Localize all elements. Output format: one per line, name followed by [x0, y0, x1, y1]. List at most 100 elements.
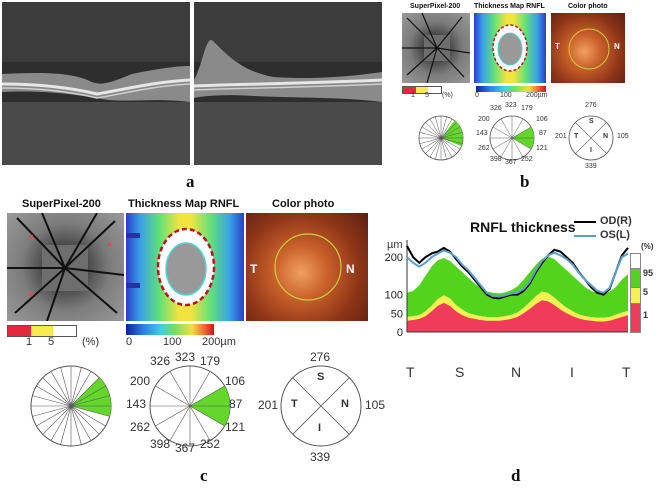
- wheel-spoke: [421, 126, 442, 139]
- c-clock-143: 143: [126, 397, 147, 411]
- series-line-os: [406, 249, 629, 298]
- wheel-spoke: [440, 132, 463, 139]
- c-thickness-map: [126, 213, 244, 321]
- b-percentile-legend: [402, 86, 442, 94]
- d-band-label-1: 1: [643, 310, 649, 320]
- c-clock-106: 106: [225, 374, 246, 388]
- b-fundus-T: T: [555, 42, 560, 51]
- wheel-spoke: [42, 377, 72, 407]
- rnfl-thickness-chart: 0 50 100 200: [385, 240, 629, 339]
- b-clock-121: 121: [536, 145, 548, 152]
- wheel-spoke: [419, 132, 442, 139]
- b-scale-0: 0: [475, 92, 479, 99]
- b-quad-N-value: 105: [617, 133, 629, 140]
- wheel-spoke: [435, 137, 442, 160]
- c-clock-wheel-12: [149, 365, 231, 447]
- c-superpixel-map: [7, 213, 124, 321]
- d-band-swatch-above: [630, 253, 641, 269]
- wheel-spoke: [50, 405, 72, 441]
- c-thickness-disc: [126, 227, 216, 307]
- c-scale-100: 100: [163, 336, 182, 348]
- wheel-spoke: [32, 395, 72, 407]
- wheel-spoke: [421, 137, 442, 150]
- wheel-spoke: [169, 405, 191, 441]
- b-clock-wheel-12: [489, 115, 535, 161]
- c-clock-323: 323: [175, 350, 196, 364]
- c-thickness-title: Thickness Map RNFL: [128, 198, 240, 210]
- b-quad-T-letter: T: [574, 133, 579, 140]
- c-clock-200: 200: [130, 374, 151, 388]
- y-tick-label: 200: [385, 252, 403, 264]
- c-quad-I-value: 339: [310, 450, 331, 464]
- panel-label-b: b: [520, 172, 530, 191]
- b-quad-T-value: 201: [555, 133, 567, 140]
- b-clock-326: 326: [490, 105, 502, 112]
- c-clock-87: 87: [229, 397, 243, 411]
- c-quadrant-wheel: [280, 365, 362, 447]
- wheel-spoke: [70, 405, 110, 417]
- b-legend-5: 5: [425, 92, 429, 99]
- c-clock-179: 179: [200, 354, 221, 368]
- wheel-spoke: [189, 385, 225, 407]
- b-quad-S-letter: S: [589, 118, 594, 125]
- wheel-spoke: [440, 122, 457, 139]
- wheel-spoke: [70, 405, 82, 445]
- b-clock-252: 252: [521, 156, 533, 163]
- c-legend-5: 5: [48, 336, 55, 348]
- b-clock-200: 200: [478, 116, 490, 123]
- c-quad-S-value: 276: [310, 350, 331, 364]
- wheel-spoke: [429, 118, 442, 139]
- y-tick-label: 100: [385, 290, 403, 302]
- wheel-spoke: [70, 367, 82, 407]
- b-legend-unit: (%): [442, 92, 453, 99]
- wheel-spoke: [70, 371, 92, 407]
- panel-label-d: d: [511, 466, 521, 485]
- wheel-spoke: [32, 405, 72, 417]
- wheel-spoke: [70, 385, 106, 407]
- wheel-spoke: [511, 137, 524, 158]
- wheel-spoke: [492, 126, 513, 139]
- b-quadrant-wheel: [568, 115, 614, 161]
- y-tick-label: 50: [391, 308, 403, 320]
- d-ylabel: µm: [387, 239, 403, 251]
- wheel-spoke: [440, 137, 447, 160]
- b-thickness-disc: [492, 24, 528, 72]
- d-tick-T2: T: [622, 364, 631, 380]
- oct-scan-left-layers: [2, 2, 190, 165]
- c-clock-252: 252: [200, 437, 221, 451]
- series-line-od: [406, 245, 629, 300]
- oct-scan-right: [194, 2, 382, 165]
- wheel-spoke: [440, 118, 453, 139]
- wheel-spoke: [189, 405, 211, 441]
- b-fundus-overlay: [568, 28, 610, 70]
- panel-label-a: a: [186, 172, 195, 191]
- wheel-spoke: [425, 122, 442, 139]
- d-band-legend-unit: (%): [641, 242, 654, 251]
- c-superpixel-title: SuperPixel-200: [22, 198, 101, 210]
- c-clock-398: 398: [150, 437, 171, 451]
- b-clock-106: 106: [536, 116, 548, 123]
- y-tick-label: 0: [397, 327, 403, 339]
- wheel-spoke: [435, 116, 442, 139]
- c-legend-1: 1: [26, 336, 33, 348]
- wheel-spoke: [492, 137, 513, 150]
- wheel-spoke: [440, 137, 463, 144]
- b-quad-I-value: 339: [585, 163, 597, 170]
- b-superpixel-map: [402, 13, 470, 83]
- wheel-spoke: [155, 385, 191, 407]
- c-superpixel-vessels: [7, 213, 124, 321]
- panel-label-c: c: [200, 466, 208, 485]
- b-thickness-map: [474, 13, 546, 83]
- wheel-spoke: [42, 405, 72, 435]
- c-quad-S-letter: S: [317, 371, 325, 383]
- wheel-spoke: [511, 137, 532, 150]
- c-clock-367: 367: [175, 441, 196, 455]
- wheel-spoke: [189, 405, 225, 427]
- d-band-swatch-5: [630, 287, 641, 304]
- b-clock-262: 262: [478, 145, 490, 152]
- band-95: [407, 256, 628, 318]
- c-quad-T-letter: T: [291, 398, 298, 410]
- d-band-swatch-95: [630, 268, 641, 288]
- wheel-spoke: [70, 405, 106, 427]
- wheel-spoke: [50, 371, 72, 407]
